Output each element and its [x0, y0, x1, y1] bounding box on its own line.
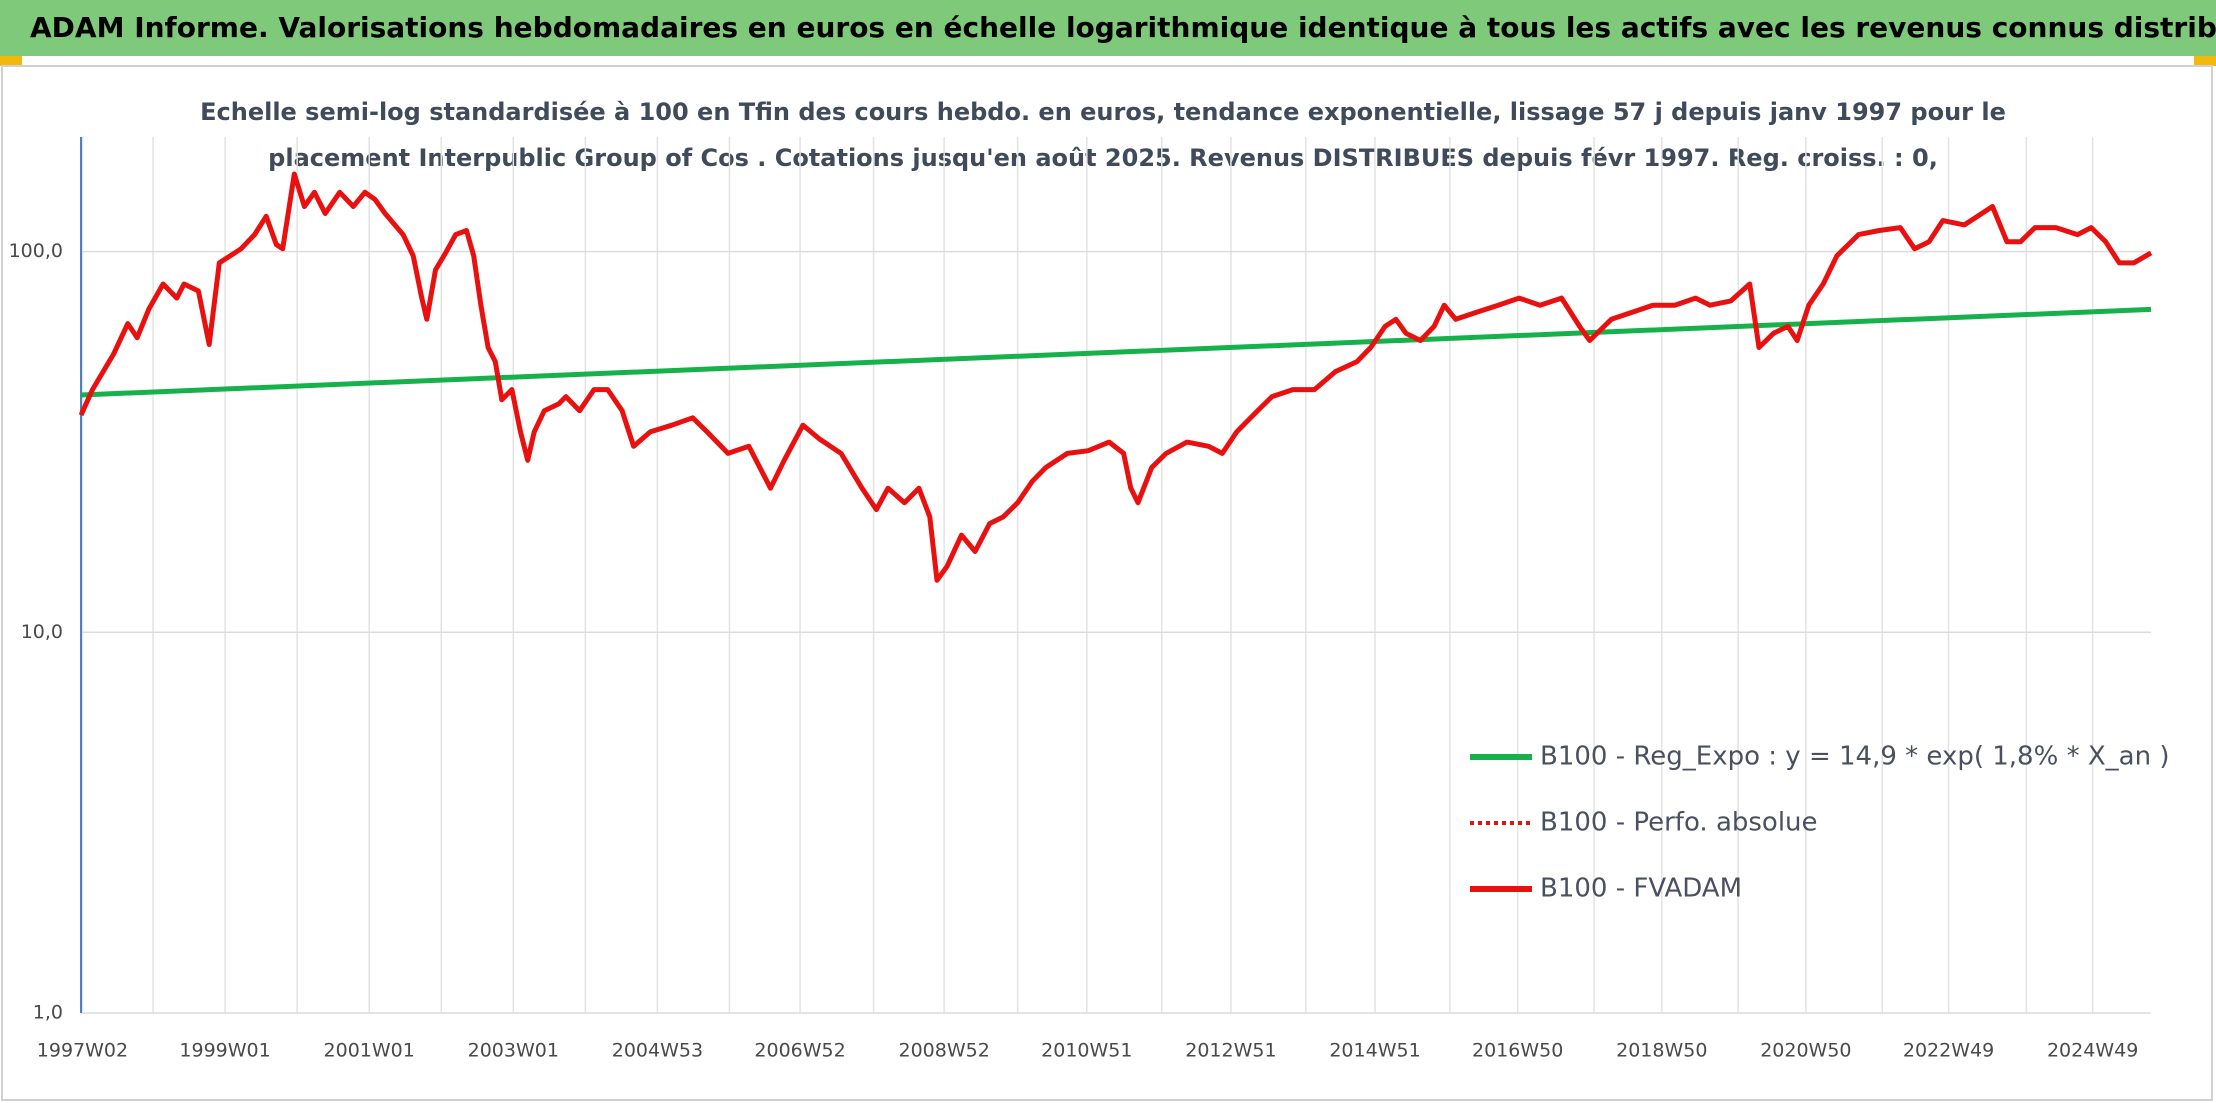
x-tick-label: 2024W49	[2047, 1040, 2138, 1062]
legend-label: B100 - Perfo. absolue	[1540, 808, 1818, 838]
x-tick-label: 2003W01	[468, 1040, 559, 1062]
chart-title: ADAM Informe. Valorisations hebdomadaire…	[30, 11, 2216, 44]
x-tick-label: 2022W49	[1903, 1040, 1994, 1062]
corner-left	[0, 56, 22, 66]
subtitle: Echelle semi-log standardisée à 100 en T…	[200, 98, 2006, 126]
frame	[1, 65, 2213, 1101]
y-tick-label: 1,0	[33, 1002, 63, 1024]
x-tick-label: 2018W50	[1616, 1040, 1707, 1062]
x-tick-label: 2010W51	[1041, 1040, 1132, 1062]
x-tick-label: 2006W52	[754, 1040, 845, 1062]
legend-label: B100 - FVADAM	[1540, 874, 1742, 904]
legend-label: B100 - Reg_Expo : y = 14,9 * exp( 1,8% *…	[1540, 742, 2169, 772]
y-tick-label: 100,0	[9, 240, 63, 262]
x-tick-label: 2016W50	[1472, 1040, 1563, 1062]
x-tick-label: 2001W01	[324, 1040, 415, 1062]
x-tick-label: 1999W01	[179, 1040, 270, 1062]
series-line	[80, 306, 2152, 398]
series-line	[78, 171, 2153, 583]
title-bar	[0, 0, 2216, 56]
corner-right	[2194, 56, 2216, 66]
x-tick-label: 2020W50	[1760, 1040, 1851, 1062]
subtitle: placement Interpublic Group of Cos . Cot…	[268, 144, 1938, 172]
x-tick-label: 1997W02	[37, 1040, 128, 1062]
x-tick-label: 2014W51	[1329, 1040, 1420, 1062]
x-tick-label: 2004W53	[612, 1040, 703, 1062]
y-tick-label: 10,0	[21, 621, 63, 643]
x-tick-label: 2008W52	[898, 1040, 989, 1062]
x-tick-label: 2012W51	[1185, 1040, 1276, 1062]
